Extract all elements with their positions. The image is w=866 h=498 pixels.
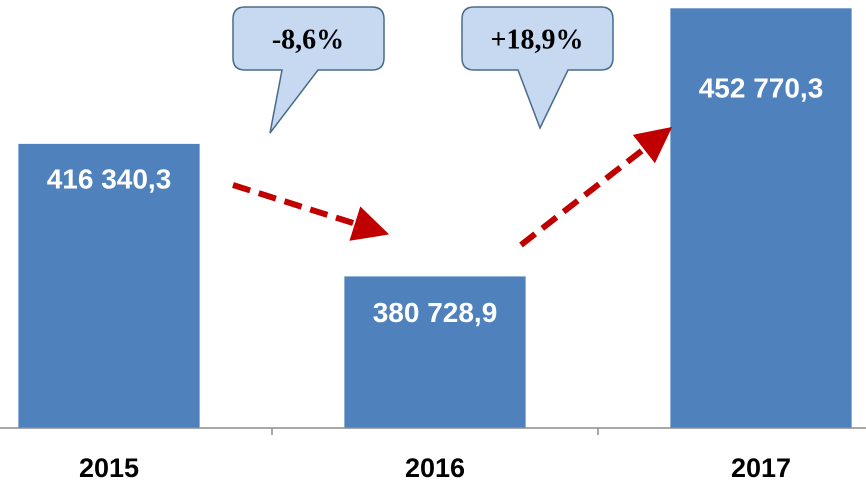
trend-arrow	[232, 182, 390, 241]
trend-arrow	[519, 126, 673, 248]
value-label: 380 728,9	[373, 297, 498, 328]
annotation: -8,6%	[272, 24, 344, 55]
bar	[344, 276, 526, 428]
callout	[232, 6, 385, 134]
bar	[18, 143, 200, 428]
callout	[461, 6, 614, 130]
bars	[18, 8, 852, 428]
x-tick-label: 2016	[405, 453, 465, 483]
bar	[670, 8, 852, 428]
annotation: +18,9%	[491, 24, 584, 55]
x-tick-label: 2017	[731, 453, 791, 483]
x-tick-label: 2015	[79, 453, 139, 483]
value-label: 452 770,3	[699, 73, 824, 104]
value-label: 416 340,3	[47, 163, 172, 194]
